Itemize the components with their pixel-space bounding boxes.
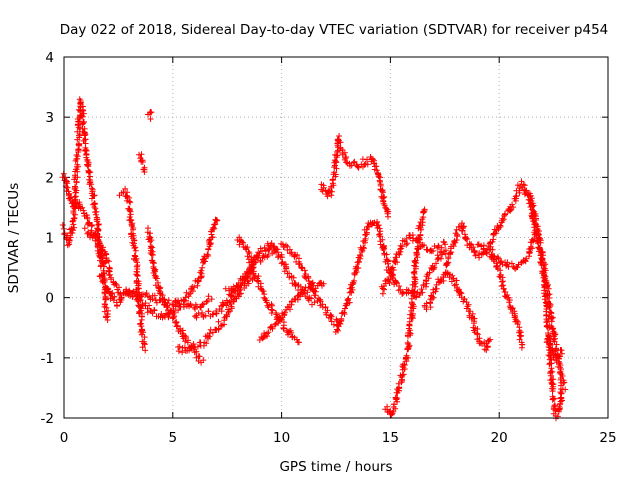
data-point-markers	[382, 206, 428, 418]
satellite-arc-14	[318, 133, 392, 220]
y-tick-label: 1	[45, 231, 54, 247]
grid-lines	[64, 57, 608, 418]
y-tick-label: 3	[45, 110, 54, 126]
y-tick-label: 2	[45, 170, 54, 186]
x-tick-label: 15	[382, 430, 399, 446]
y-tick-label: 4	[45, 50, 54, 66]
satellite-arc-2	[59, 96, 108, 270]
data-point-markers	[145, 109, 155, 122]
satellite-arc-9	[175, 270, 258, 356]
satellite-arc-17	[378, 232, 449, 297]
data-point-markers	[96, 216, 221, 321]
y-tick-label: 0	[45, 291, 54, 307]
satellite-arc-4	[96, 216, 221, 321]
x-tick-label: 25	[599, 430, 616, 446]
data-point-markers	[487, 253, 526, 351]
satellite-arc-20	[474, 229, 539, 272]
data-point-markers	[332, 218, 449, 335]
x-tick-label: 20	[491, 430, 508, 446]
data-point-markers	[256, 279, 327, 343]
y-tick-label: -2	[41, 411, 54, 427]
data-point-markers	[136, 151, 148, 175]
satellite-arc-6	[136, 151, 148, 175]
data-point-markers	[543, 335, 565, 366]
satellite-arc-15	[332, 218, 449, 335]
data-point-markers	[523, 187, 567, 422]
satellite-arc-18	[421, 269, 494, 353]
x-axis-label: GPS time / hours	[279, 459, 392, 475]
data-point-markers	[378, 232, 449, 297]
x-tick-label: 5	[169, 430, 178, 446]
satellite-arc-23	[543, 335, 565, 366]
satellite-arc-22	[523, 187, 567, 422]
x-tick-label: 0	[60, 430, 69, 446]
data-markers	[59, 96, 569, 422]
data-point-markers	[116, 185, 149, 354]
satellite-arc-16	[382, 206, 428, 418]
data-point-markers	[175, 270, 258, 356]
y-axis-label: SDTVAR / TECUs	[6, 183, 22, 293]
chart-title: Day 022 of 2018, Sidereal Day-to-day VTE…	[60, 22, 609, 38]
data-point-markers	[59, 96, 108, 270]
satellite-arc-7	[145, 109, 155, 122]
satellite-arc-5	[116, 185, 149, 354]
satellite-arc-13	[256, 279, 327, 343]
data-point-markers	[421, 269, 494, 353]
data-point-markers	[318, 133, 392, 220]
data-point-markers	[474, 229, 539, 272]
y-tick-label: -1	[41, 351, 54, 367]
x-tick-label: 10	[273, 430, 290, 446]
satellite-arc-21	[487, 253, 526, 351]
plot-frame	[63, 56, 609, 419]
